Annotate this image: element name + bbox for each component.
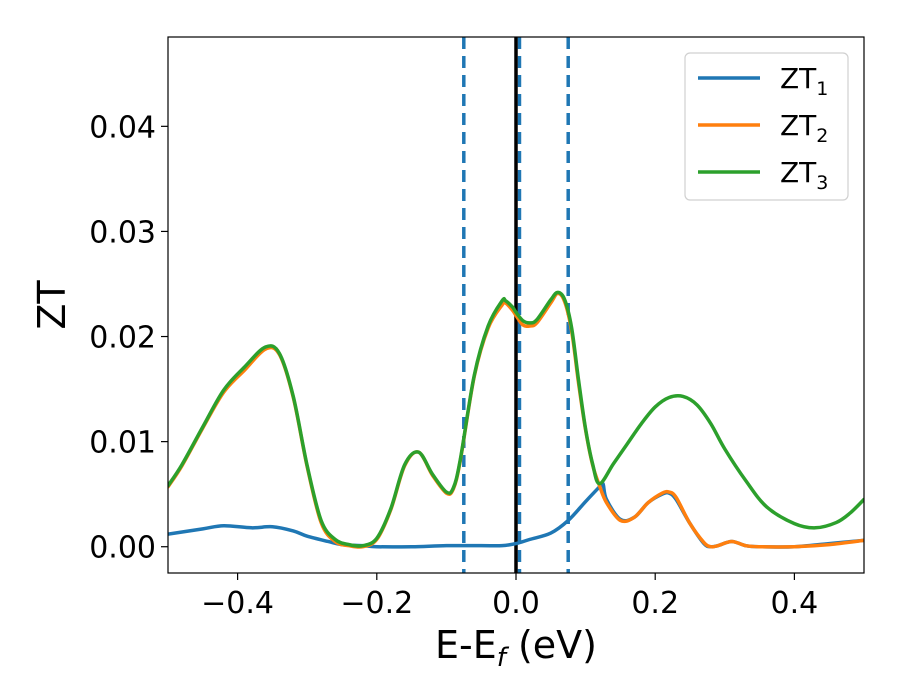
- x-tick-label: 0.0: [492, 586, 540, 621]
- x-tick-label: 0.4: [771, 586, 819, 621]
- data-series: [168, 290, 864, 549]
- y-tick-label: 0.00: [89, 531, 156, 566]
- x-axis-ticks: −0.4 −0.2 0.0 0.2 0.4: [201, 573, 818, 621]
- y-tick-label: 0.02: [89, 321, 156, 356]
- x-axis-label: E-Ef (eV): [435, 623, 597, 673]
- legend-box: [684, 52, 849, 201]
- y-tick-label: 0.04: [89, 110, 156, 145]
- vertical-markers: [462, 37, 570, 573]
- y-tick-label: 0.03: [89, 215, 156, 250]
- legend-label-2: ZT2: [780, 109, 828, 147]
- x-tick-label: −0.2: [340, 586, 413, 621]
- legend-label-3: ZT3: [780, 156, 828, 194]
- legend: ZT1 ZT2 ZT3: [684, 52, 849, 201]
- series-line-3: [168, 290, 864, 548]
- y-axis-label: ZT: [30, 280, 74, 330]
- legend-label-1: ZT1: [780, 62, 828, 100]
- x-tick-label: −0.4: [201, 586, 274, 621]
- y-tick-label: 0.01: [89, 426, 156, 461]
- y-axis-ticks: 0.00 0.01 0.02 0.03 0.04: [89, 110, 168, 566]
- x-tick-label: 0.2: [631, 586, 679, 621]
